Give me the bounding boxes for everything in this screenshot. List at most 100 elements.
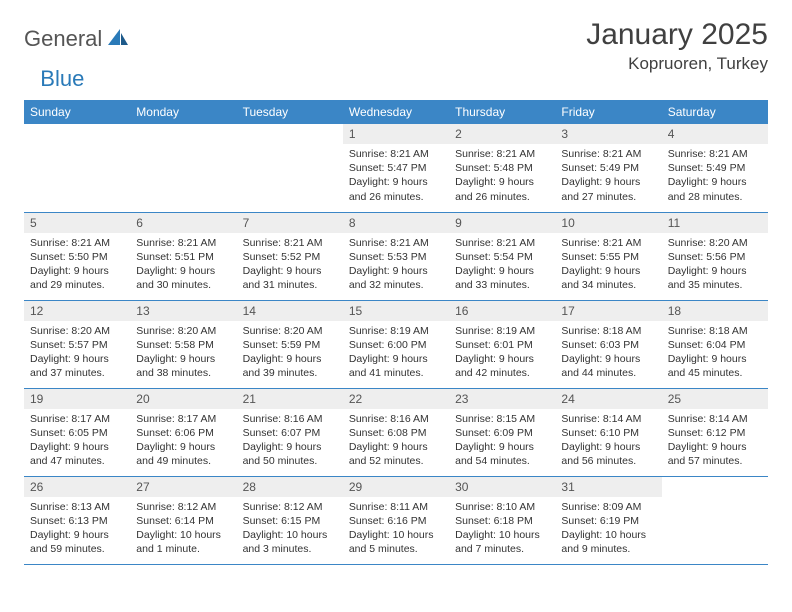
day-details: Sunrise: 8:19 AMSunset: 6:00 PMDaylight:… [343, 321, 449, 385]
day-number: 18 [662, 301, 768, 321]
day-number: 24 [555, 389, 661, 409]
day-details: Sunrise: 8:18 AMSunset: 6:03 PMDaylight:… [555, 321, 661, 385]
calendar-week-row: 12Sunrise: 8:20 AMSunset: 5:57 PMDayligh… [24, 300, 768, 388]
calendar-cell: 20Sunrise: 8:17 AMSunset: 6:06 PMDayligh… [130, 388, 236, 476]
calendar-cell: 25Sunrise: 8:14 AMSunset: 6:12 PMDayligh… [662, 388, 768, 476]
day-number: 14 [237, 301, 343, 321]
day-number: 16 [449, 301, 555, 321]
day-details: Sunrise: 8:21 AMSunset: 5:49 PMDaylight:… [555, 144, 661, 208]
day-number: 15 [343, 301, 449, 321]
weekday-header: Thursday [449, 100, 555, 124]
calendar-cell: 27Sunrise: 8:12 AMSunset: 6:14 PMDayligh… [130, 476, 236, 564]
day-number: 1 [343, 124, 449, 144]
calendar-cell: 29Sunrise: 8:11 AMSunset: 6:16 PMDayligh… [343, 476, 449, 564]
day-number: 29 [343, 477, 449, 497]
calendar-cell [130, 124, 236, 212]
calendar-cell: 22Sunrise: 8:16 AMSunset: 6:08 PMDayligh… [343, 388, 449, 476]
day-details: Sunrise: 8:12 AMSunset: 6:14 PMDaylight:… [130, 497, 236, 561]
day-number: 31 [555, 477, 661, 497]
day-number: 9 [449, 213, 555, 233]
calendar-cell: 12Sunrise: 8:20 AMSunset: 5:57 PMDayligh… [24, 300, 130, 388]
day-details: Sunrise: 8:16 AMSunset: 6:07 PMDaylight:… [237, 409, 343, 473]
day-number: 7 [237, 213, 343, 233]
calendar-cell: 13Sunrise: 8:20 AMSunset: 5:58 PMDayligh… [130, 300, 236, 388]
day-number: 12 [24, 301, 130, 321]
calendar-cell: 8Sunrise: 8:21 AMSunset: 5:53 PMDaylight… [343, 212, 449, 300]
calendar-week-row: 26Sunrise: 8:13 AMSunset: 6:13 PMDayligh… [24, 476, 768, 564]
title-block: January 2025 Kopruoren, Turkey [586, 18, 768, 74]
calendar-cell: 4Sunrise: 8:21 AMSunset: 5:49 PMDaylight… [662, 124, 768, 212]
calendar-cell: 26Sunrise: 8:13 AMSunset: 6:13 PMDayligh… [24, 476, 130, 564]
calendar-cell: 16Sunrise: 8:19 AMSunset: 6:01 PMDayligh… [449, 300, 555, 388]
calendar-cell: 19Sunrise: 8:17 AMSunset: 6:05 PMDayligh… [24, 388, 130, 476]
calendar-cell: 11Sunrise: 8:20 AMSunset: 5:56 PMDayligh… [662, 212, 768, 300]
day-number: 25 [662, 389, 768, 409]
day-number: 30 [449, 477, 555, 497]
day-details: Sunrise: 8:19 AMSunset: 6:01 PMDaylight:… [449, 321, 555, 385]
day-details: Sunrise: 8:20 AMSunset: 5:56 PMDaylight:… [662, 233, 768, 297]
day-details: Sunrise: 8:20 AMSunset: 5:59 PMDaylight:… [237, 321, 343, 385]
day-details: Sunrise: 8:15 AMSunset: 6:09 PMDaylight:… [449, 409, 555, 473]
day-details: Sunrise: 8:09 AMSunset: 6:19 PMDaylight:… [555, 497, 661, 561]
calendar-cell: 21Sunrise: 8:16 AMSunset: 6:07 PMDayligh… [237, 388, 343, 476]
day-number: 19 [24, 389, 130, 409]
calendar-body: 1Sunrise: 8:21 AMSunset: 5:47 PMDaylight… [24, 124, 768, 564]
day-details: Sunrise: 8:21 AMSunset: 5:55 PMDaylight:… [555, 233, 661, 297]
day-number: 11 [662, 213, 768, 233]
calendar-cell: 7Sunrise: 8:21 AMSunset: 5:52 PMDaylight… [237, 212, 343, 300]
day-details: Sunrise: 8:21 AMSunset: 5:51 PMDaylight:… [130, 233, 236, 297]
day-details: Sunrise: 8:11 AMSunset: 6:16 PMDaylight:… [343, 497, 449, 561]
weekday-header: Tuesday [237, 100, 343, 124]
calendar-cell: 28Sunrise: 8:12 AMSunset: 6:15 PMDayligh… [237, 476, 343, 564]
calendar-cell: 17Sunrise: 8:18 AMSunset: 6:03 PMDayligh… [555, 300, 661, 388]
calendar-cell: 1Sunrise: 8:21 AMSunset: 5:47 PMDaylight… [343, 124, 449, 212]
day-number: 4 [662, 124, 768, 144]
calendar-cell: 15Sunrise: 8:19 AMSunset: 6:00 PMDayligh… [343, 300, 449, 388]
calendar-cell: 14Sunrise: 8:20 AMSunset: 5:59 PMDayligh… [237, 300, 343, 388]
calendar-table: Sunday Monday Tuesday Wednesday Thursday… [24, 100, 768, 565]
weekday-header: Wednesday [343, 100, 449, 124]
day-details: Sunrise: 8:21 AMSunset: 5:50 PMDaylight:… [24, 233, 130, 297]
day-details: Sunrise: 8:21 AMSunset: 5:47 PMDaylight:… [343, 144, 449, 208]
weekday-header-row: Sunday Monday Tuesday Wednesday Thursday… [24, 100, 768, 124]
day-number: 23 [449, 389, 555, 409]
calendar-cell: 31Sunrise: 8:09 AMSunset: 6:19 PMDayligh… [555, 476, 661, 564]
calendar-cell: 3Sunrise: 8:21 AMSunset: 5:49 PMDaylight… [555, 124, 661, 212]
day-number: 28 [237, 477, 343, 497]
day-details: Sunrise: 8:20 AMSunset: 5:58 PMDaylight:… [130, 321, 236, 385]
day-details: Sunrise: 8:21 AMSunset: 5:52 PMDaylight:… [237, 233, 343, 297]
calendar-cell: 5Sunrise: 8:21 AMSunset: 5:50 PMDaylight… [24, 212, 130, 300]
calendar-cell: 6Sunrise: 8:21 AMSunset: 5:51 PMDaylight… [130, 212, 236, 300]
day-details: Sunrise: 8:21 AMSunset: 5:49 PMDaylight:… [662, 144, 768, 208]
day-details: Sunrise: 8:20 AMSunset: 5:57 PMDaylight:… [24, 321, 130, 385]
day-number: 13 [130, 301, 236, 321]
day-details: Sunrise: 8:17 AMSunset: 6:06 PMDaylight:… [130, 409, 236, 473]
logo-text-general: General [24, 26, 102, 52]
day-details: Sunrise: 8:17 AMSunset: 6:05 PMDaylight:… [24, 409, 130, 473]
day-details: Sunrise: 8:21 AMSunset: 5:53 PMDaylight:… [343, 233, 449, 297]
calendar-cell: 2Sunrise: 8:21 AMSunset: 5:48 PMDaylight… [449, 124, 555, 212]
calendar-cell: 9Sunrise: 8:21 AMSunset: 5:54 PMDaylight… [449, 212, 555, 300]
day-details: Sunrise: 8:18 AMSunset: 6:04 PMDaylight:… [662, 321, 768, 385]
calendar-week-row: 19Sunrise: 8:17 AMSunset: 6:05 PMDayligh… [24, 388, 768, 476]
calendar-cell: 18Sunrise: 8:18 AMSunset: 6:04 PMDayligh… [662, 300, 768, 388]
weekday-header: Saturday [662, 100, 768, 124]
logo-sail-icon [107, 28, 129, 51]
calendar-cell: 10Sunrise: 8:21 AMSunset: 5:55 PMDayligh… [555, 212, 661, 300]
calendar-week-row: 5Sunrise: 8:21 AMSunset: 5:50 PMDaylight… [24, 212, 768, 300]
weekday-header: Friday [555, 100, 661, 124]
weekday-header: Sunday [24, 100, 130, 124]
day-number: 10 [555, 213, 661, 233]
day-number: 17 [555, 301, 661, 321]
day-details: Sunrise: 8:12 AMSunset: 6:15 PMDaylight:… [237, 497, 343, 561]
weekday-header: Monday [130, 100, 236, 124]
logo: General [24, 18, 131, 52]
day-details: Sunrise: 8:14 AMSunset: 6:10 PMDaylight:… [555, 409, 661, 473]
calendar-week-row: 1Sunrise: 8:21 AMSunset: 5:47 PMDaylight… [24, 124, 768, 212]
day-details: Sunrise: 8:16 AMSunset: 6:08 PMDaylight:… [343, 409, 449, 473]
day-details: Sunrise: 8:14 AMSunset: 6:12 PMDaylight:… [662, 409, 768, 473]
calendar-cell [24, 124, 130, 212]
day-number: 6 [130, 213, 236, 233]
day-details: Sunrise: 8:13 AMSunset: 6:13 PMDaylight:… [24, 497, 130, 561]
month-title: January 2025 [586, 18, 768, 52]
